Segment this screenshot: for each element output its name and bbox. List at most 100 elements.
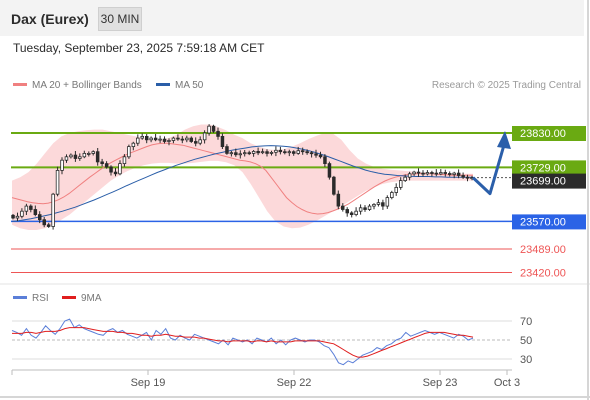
candle-body bbox=[109, 166, 113, 173]
candle bbox=[193, 137, 198, 147]
candle bbox=[189, 136, 193, 143]
candle bbox=[238, 150, 242, 159]
candle bbox=[349, 211, 354, 218]
candle-body bbox=[412, 171, 416, 175]
candle bbox=[140, 133, 144, 140]
candle-body bbox=[390, 192, 394, 198]
candle-body bbox=[367, 205, 372, 210]
candle-body bbox=[265, 151, 269, 154]
rsi-line bbox=[11, 318, 474, 366]
candle-body bbox=[305, 151, 309, 154]
candle bbox=[242, 150, 247, 157]
candle bbox=[158, 135, 162, 143]
level-label-bg-resistance-0 bbox=[512, 126, 586, 141]
candle-body bbox=[260, 151, 265, 154]
candle bbox=[465, 174, 470, 182]
candle-body bbox=[354, 210, 358, 215]
candle-body bbox=[24, 205, 29, 212]
candle bbox=[251, 150, 256, 157]
candle-body bbox=[216, 130, 220, 137]
candle-body bbox=[185, 137, 189, 141]
candle bbox=[202, 130, 207, 144]
candle bbox=[153, 134, 158, 142]
candle bbox=[207, 124, 211, 136]
candle bbox=[430, 170, 434, 177]
projection-path bbox=[471, 144, 506, 196]
candle-body bbox=[376, 202, 381, 205]
candle-body bbox=[363, 207, 367, 210]
candle bbox=[425, 170, 430, 176]
candle-body bbox=[314, 153, 318, 156]
candle-body bbox=[358, 207, 363, 212]
rsi-tick-label: 70 bbox=[520, 316, 532, 328]
candle bbox=[42, 217, 47, 228]
candle-body bbox=[167, 140, 171, 142]
candle bbox=[234, 148, 238, 157]
candle bbox=[144, 134, 149, 144]
candle-body bbox=[207, 125, 211, 134]
candle-body bbox=[104, 163, 109, 168]
candle bbox=[407, 171, 412, 181]
candle-body bbox=[153, 137, 158, 141]
candle bbox=[332, 175, 336, 196]
candle bbox=[104, 161, 109, 169]
candle-body bbox=[176, 137, 180, 140]
candle bbox=[443, 169, 447, 177]
timeframe-badge[interactable]: 30 MIN bbox=[98, 7, 142, 31]
candle-body bbox=[300, 150, 305, 153]
candle-body bbox=[251, 150, 256, 154]
level-label-bg-support-3 bbox=[512, 214, 586, 230]
x-tick-label: Oct 3 bbox=[494, 377, 520, 389]
candle bbox=[363, 205, 367, 212]
price-levels bbox=[11, 132, 512, 273]
candle-body bbox=[291, 151, 296, 154]
candle bbox=[82, 150, 87, 159]
candle bbox=[220, 133, 225, 149]
candle bbox=[300, 147, 305, 155]
candle bbox=[51, 192, 55, 230]
candle bbox=[185, 135, 189, 143]
candle-body bbox=[465, 176, 470, 179]
candle bbox=[394, 183, 398, 196]
candle bbox=[336, 190, 341, 210]
level-label-resistance-0: 23830.00 bbox=[520, 128, 566, 140]
candle-body bbox=[193, 141, 198, 144]
candle bbox=[381, 199, 385, 210]
candle-body bbox=[91, 151, 96, 154]
candle-body bbox=[229, 152, 234, 155]
projection-arrowhead bbox=[497, 131, 511, 149]
candle bbox=[95, 148, 100, 166]
candle-body bbox=[283, 151, 287, 154]
candle bbox=[452, 171, 456, 179]
candle bbox=[461, 172, 465, 179]
candle-body bbox=[158, 138, 162, 141]
candle bbox=[323, 154, 327, 167]
candle bbox=[229, 151, 234, 157]
candle bbox=[390, 190, 394, 200]
candle-body bbox=[87, 152, 91, 155]
candle bbox=[412, 170, 416, 176]
rsi-panel: 70 50 30 bbox=[0, 283, 590, 366]
candle bbox=[100, 158, 104, 167]
candle-body bbox=[421, 172, 425, 175]
candle-body bbox=[372, 203, 376, 207]
level-labels: 23830.00 23729.00 23699.00 23570.00 23489.00… bbox=[512, 126, 586, 280]
legend-rsi-label: RSI bbox=[32, 293, 49, 304]
candle bbox=[296, 146, 300, 155]
candle-body bbox=[336, 193, 341, 207]
candle bbox=[398, 177, 403, 190]
candle-body bbox=[247, 152, 251, 155]
legend-rsi: RSI bbox=[13, 293, 49, 304]
candle-body bbox=[180, 138, 185, 141]
legend-rsi-ma: 9MA bbox=[62, 293, 102, 304]
legend-rsi-ma-label: 9MA bbox=[81, 293, 102, 304]
candle-body bbox=[220, 135, 225, 147]
candle-body bbox=[64, 156, 69, 161]
candlesticks bbox=[11, 124, 474, 230]
candle-body bbox=[60, 159, 64, 171]
candle bbox=[78, 153, 82, 161]
candle-body bbox=[29, 205, 33, 210]
candle-body bbox=[100, 161, 104, 164]
